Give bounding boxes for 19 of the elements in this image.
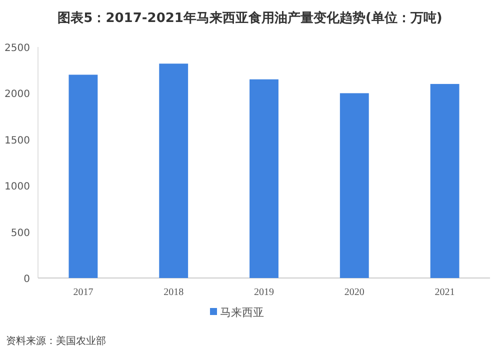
chart-title: 图表5：2017-2021年马来西亚食用油产量变化趋势(单位：万吨) — [58, 10, 442, 26]
y-tick-label: 1000 — [4, 182, 30, 193]
x-tick-label: 2020 — [344, 287, 364, 298]
y-tick-label: 500 — [10, 228, 30, 239]
y-tick-label: 1500 — [4, 135, 30, 146]
x-tick-label: 2019 — [254, 287, 274, 298]
y-tick-label: 2500 — [4, 43, 30, 54]
x-tick-label: 2018 — [164, 287, 184, 298]
legend-label: 马来西亚 — [220, 306, 264, 319]
bar — [159, 64, 188, 278]
y-tick-label: 0 — [24, 274, 30, 285]
x-tick-label: 2017 — [73, 287, 94, 298]
x-tick-label: 2021 — [434, 287, 455, 298]
y-tick-label: 2000 — [4, 89, 30, 100]
text: 资料来源：美国农业部 — [6, 335, 106, 347]
bar — [340, 93, 369, 278]
bar — [430, 84, 460, 278]
bar — [68, 74, 98, 278]
bar — [250, 79, 278, 278]
